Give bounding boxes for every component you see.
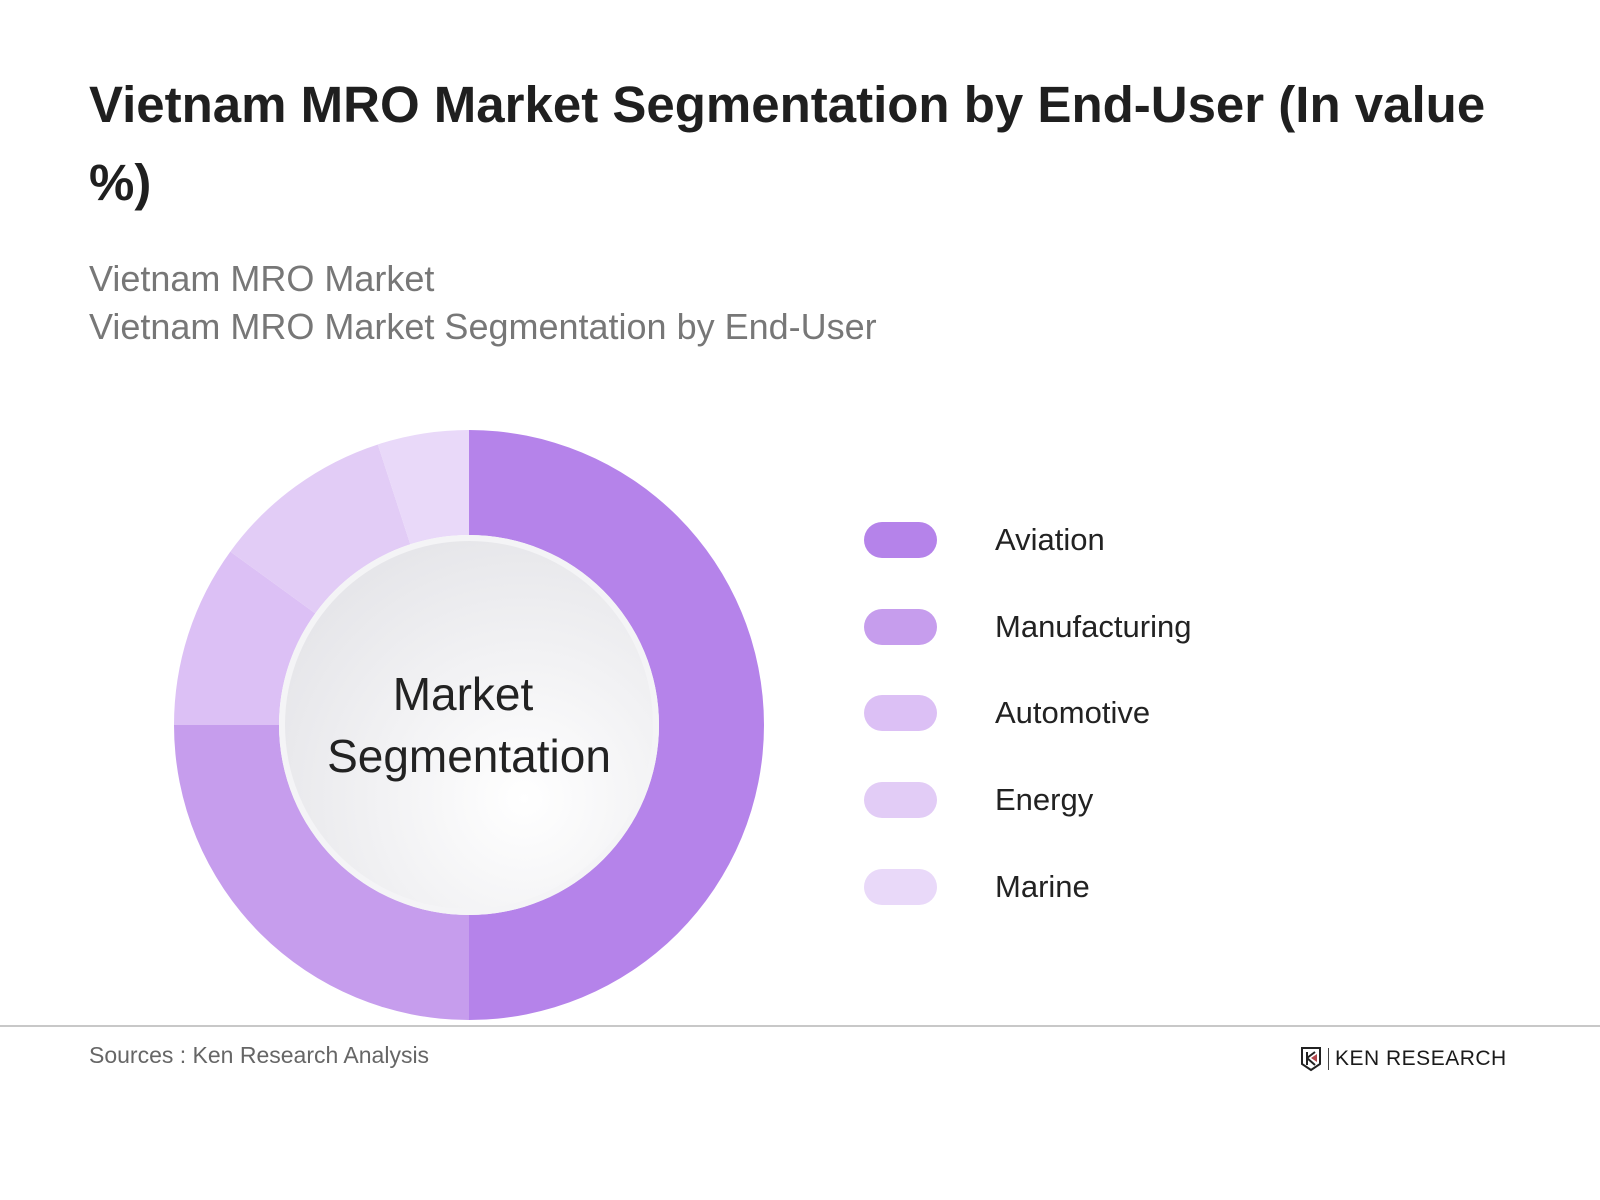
legend-label: Automotive	[995, 695, 1151, 730]
center-label-line2: Segmentation	[327, 730, 611, 782]
slice-manufacturing	[174, 725, 469, 1020]
legend-swatch	[864, 695, 937, 731]
legend-item-manufacturing: Manufacturing	[864, 607, 1191, 647]
footer-divider	[0, 1025, 1600, 1027]
slice-marine	[377, 430, 469, 545]
legend-item-aviation: Aviation	[864, 520, 1105, 560]
chart-title: Vietnam MRO Market Segmentation by End-U…	[89, 76, 1486, 211]
legend-label: Aviation	[995, 522, 1105, 557]
legend-item-marine: Marine	[864, 867, 1090, 907]
slice-energy	[230, 444, 411, 614]
legend-item-automotive: Automotive	[864, 693, 1150, 733]
legend-item-energy: Energy	[864, 780, 1093, 820]
logo-text: KEN RESEARCH	[1335, 1047, 1507, 1070]
ken-research-logo: KEN RESEARCH	[1300, 1046, 1507, 1072]
chart-subtitle-2: Vietnam MRO Market Segmentation by End-U…	[89, 306, 877, 347]
source-note: Sources : Ken Research Analysis	[89, 1042, 430, 1068]
legend-swatch	[864, 609, 937, 645]
center-label-line1: Market	[393, 668, 534, 720]
logo-shield-icon	[1301, 1047, 1321, 1072]
chart-subtitle-1: Vietnam MRO Market	[89, 258, 435, 299]
legend-label: Energy	[995, 782, 1094, 817]
legend-swatch	[864, 869, 937, 905]
slice-aviation	[469, 430, 764, 1020]
legend-swatch	[864, 782, 937, 818]
slice-automotive	[174, 551, 316, 725]
legend-label: Marine	[995, 869, 1090, 904]
legend-label: Manufacturing	[995, 609, 1192, 644]
center-disc	[285, 541, 653, 909]
legend-swatch	[864, 522, 937, 558]
